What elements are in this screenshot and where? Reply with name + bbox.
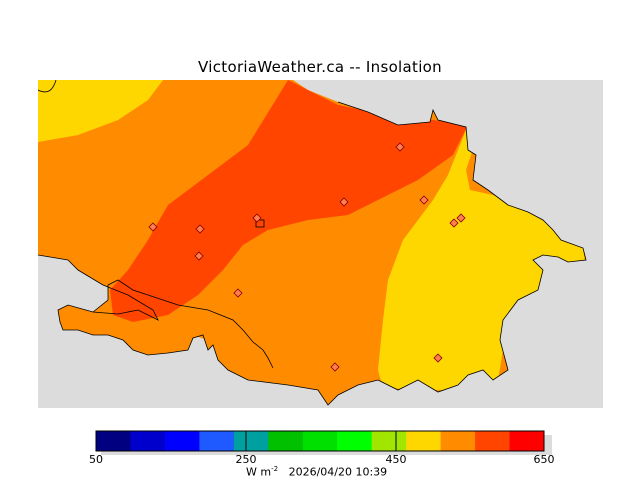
legend-tick-50: 50: [89, 453, 103, 466]
station-marker: [194, 251, 204, 261]
station-marker: [433, 353, 443, 363]
timestamp: 2026/04/20 10:39: [288, 465, 388, 479]
station-marker: [252, 213, 262, 223]
colorbar-band: [406, 431, 442, 451]
insolation-map: [38, 80, 603, 408]
colorbar-shadow: [101, 435, 552, 455]
weather-stations: [148, 142, 466, 372]
station-marker: [339, 197, 349, 207]
colorbar-band: [199, 431, 235, 451]
zone-450-500-east: [378, 125, 586, 390]
map-title: VictoriaWeather.ca -- Insolation: [198, 58, 442, 76]
legend-tick-650: 650: [533, 453, 555, 466]
station-marker: [449, 218, 459, 228]
colorbar-band: [509, 431, 545, 451]
colorbar-band: [440, 431, 476, 451]
station-marker: [456, 213, 466, 223]
zone-450-500-northwest: [38, 80, 163, 142]
station-marker: [195, 224, 205, 234]
station-marker: [395, 142, 405, 152]
station-marker: [148, 222, 158, 232]
colorbar-band: [130, 431, 166, 451]
colorbar-band: [96, 431, 131, 451]
colorbar-band: [371, 431, 407, 451]
legend-footer: W m-2 2026/04/20 10:39: [246, 465, 387, 479]
station-marker: [233, 288, 243, 298]
coastline: [38, 80, 587, 406]
zone-550-600: [110, 80, 468, 322]
colorbar-band: [337, 431, 373, 451]
colorbar-band: [475, 431, 511, 451]
units-exponent: -2: [271, 465, 279, 473]
units-label: W m: [246, 465, 272, 479]
colorbar-band: [302, 431, 338, 451]
legend-tick-450: 450: [385, 453, 407, 466]
station-marker: [330, 362, 340, 372]
colorbar-band: [268, 431, 304, 451]
station-marker: [419, 195, 429, 205]
colorbar-border: [95, 430, 545, 452]
colorbar-band: [233, 431, 269, 451]
legend-tick-250: 250: [235, 453, 257, 466]
colorbar-band: [164, 431, 200, 451]
